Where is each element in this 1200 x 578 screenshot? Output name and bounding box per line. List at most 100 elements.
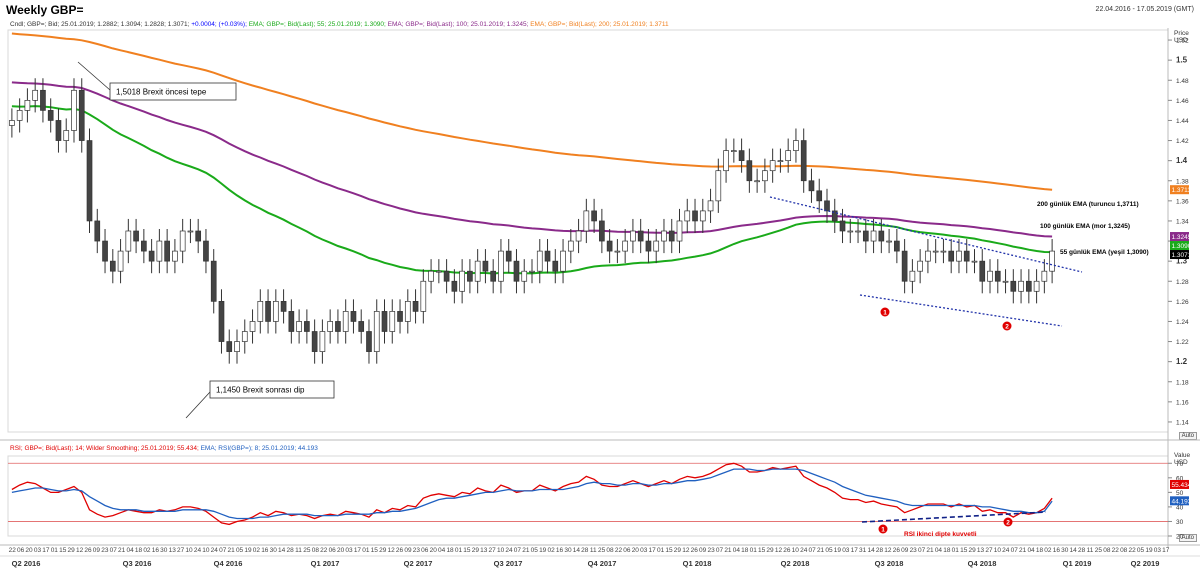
x-day-label: 03 [1154,547,1162,554]
x-day-label: 02 [143,547,151,554]
candle-body [575,230,582,242]
candle-body [86,140,93,222]
x-day-label: 07 [219,547,227,554]
price-tick-label: 1.3 [1176,257,1188,266]
price-caption-2: USD [1174,37,1188,44]
x-day-label: 26 [893,547,901,554]
x-day-label: 18 [446,547,454,554]
candle-body [653,240,660,252]
candle-body [474,260,481,282]
candle-body [125,230,132,252]
rsi-panel-frame [7,455,1169,537]
x-day-label: 10 [497,547,505,554]
x-day-label: 28 [581,547,589,554]
candle-body [16,110,23,121]
x-day-label: 16 [152,547,160,554]
x-day-label: 26 [84,547,92,554]
callout-top-connector [77,61,111,91]
candle-body [78,89,85,141]
candle-body [210,260,217,302]
candle-body [40,89,46,111]
candle-body [381,311,388,332]
x-day-label: 22 [320,547,328,554]
x-day-label: 26 [691,547,699,554]
candle-body [909,270,916,282]
x-day-label: 27 [489,547,497,554]
x-day-label: 31 [859,547,867,554]
candle-body [164,240,170,262]
x-day-label: 20 [337,547,345,554]
rsi-trendline [861,511,1047,523]
rsi-auto-button[interactable]: Auto [1178,534,1197,542]
candle-body [1049,250,1055,272]
x-day-label: 03 [640,547,648,554]
price-tick-label: 1.44 [1176,118,1189,125]
candle-body [498,250,504,282]
x-day-label: 21 [724,547,732,554]
callout-top-box [109,82,237,101]
candle-body [148,250,155,262]
x-day-label: 10 [792,547,800,554]
candle-body [707,200,714,212]
x-day-label: 01 [952,547,960,554]
quarter-label: Q1 2019 [1063,559,1092,568]
rsi-tick-label: 30 [1176,519,1184,526]
x-day-label: 25 [1095,547,1103,554]
candle-body [342,311,349,332]
x-day-label: 17 [851,547,859,554]
candle-body [63,130,70,141]
price-legend-ema100: EMA; GBP=; Bid(Last); 100; 25.01.2019; 1… [387,21,531,28]
x-day-label: 28 [876,547,884,554]
price-tick-label: 1.34 [1176,218,1189,225]
x-day-label: 23 [707,547,715,554]
candle-body [505,250,512,262]
x-day-label: 21 [1019,547,1027,554]
x-day-label: 20 [430,547,438,554]
candle-body [226,341,233,352]
candle-body [622,240,628,252]
candle-body [1033,280,1040,292]
rsi-caption-1: Value [1174,452,1191,459]
candle-body [265,301,271,322]
x-day-label: 11 [1087,547,1094,554]
value-badge [1170,232,1189,242]
trendline-upper [769,196,1083,273]
candle-body [824,200,830,212]
candle-body [855,230,861,233]
x-day-label: 07 [110,547,118,554]
price-tick-label: 1.22 [1176,339,1189,346]
candle-body [513,260,520,282]
candle-body [529,270,535,273]
value-badge-label: 1.3711 [1172,187,1192,194]
candle-body [133,230,139,242]
x-day-label: 14 [867,547,875,554]
ema100-note: 100 günlük EMA (mor 1,3245) [1040,223,1130,230]
candle-body [917,260,923,272]
x-day-label: 19 [539,547,547,554]
x-day-label: 15 [59,547,67,554]
candle-body [459,270,465,292]
candle-body [769,160,776,172]
x-day-label: 04 [126,547,134,554]
price-legend: Cndl; GBP=; Bid; 25.01.2019; 1.2882; 1.3… [10,21,669,28]
candle-body [793,140,799,151]
x-day-label: 02 [1044,547,1052,554]
x-day-label: 08 [312,547,320,554]
x-day-label: 10 [994,547,1002,554]
x-day-label: 01 [51,547,59,554]
x-day-label: 28 [1078,547,1086,554]
x-day-label: 17 [42,547,50,554]
candle-body [692,210,698,222]
x-day-label: 07 [809,547,817,554]
x-day-label: 07 [918,547,926,554]
candle-body [948,250,955,262]
marker-1-label: 1 [883,309,887,316]
x-day-label: 09 [699,547,707,554]
candle-body [389,311,396,332]
x-day-label: 03 [842,547,850,554]
candle-body [816,190,823,202]
callout-top-text: 1,5018 Brexit öncesi tepe [116,88,207,97]
x-day-label: 05 [236,547,244,554]
candle-body [156,240,163,262]
callout-dip-box [209,380,335,399]
